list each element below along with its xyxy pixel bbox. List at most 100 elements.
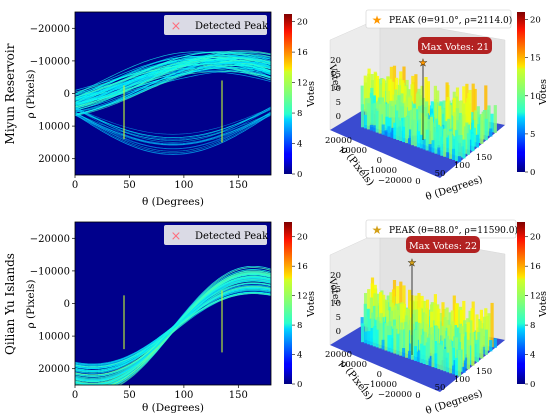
hough-curve — [75, 107, 271, 135]
y-tick-label: −10000 — [363, 166, 397, 176]
hough-xlabel-2: θ (Degrees) — [142, 402, 204, 414]
x-tick-label: 100 — [454, 161, 470, 171]
max-votes-label-2: Max Votes: 22 — [409, 241, 477, 252]
colorbar-tick-label: 16 — [297, 262, 308, 272]
z-tick-label: 15 — [330, 70, 341, 80]
max-votes-label-1: Max Votes: 21 — [421, 42, 489, 53]
colorbar-tick-label: 20 — [297, 233, 308, 243]
x-tick-label: 0 — [72, 180, 78, 191]
y-tick-label: 0 — [64, 89, 70, 100]
z-tick-label: 15 — [330, 285, 341, 295]
colorbar-tick-label: 16 — [297, 48, 308, 58]
hough-curve — [75, 113, 271, 150]
surface-colorbar-label-1: Votes — [538, 79, 549, 106]
surface-colorbar-ticks-2: 0 4 8 12 16 20 — [525, 233, 541, 390]
colorbar-tick-label: 15 — [530, 54, 541, 64]
x-tick-label: 50 — [435, 383, 446, 393]
y-tick-label: −10000 — [363, 380, 397, 390]
colorbar-tick-label: 12 — [297, 79, 308, 89]
x-tick-label: 100 — [174, 390, 193, 401]
hough-panel-1: 0 50 100 150 −20000 −10000 0 10000 20000 θ (Degr… — [25, 11, 317, 208]
z-tick-label: 5 — [336, 98, 341, 108]
y-tick-label: 0 — [377, 156, 382, 166]
z-tick-label: 0 — [336, 112, 341, 122]
x-tick-label: 100 — [454, 375, 470, 385]
colorbar-tick-label: 0 — [530, 380, 535, 390]
x-tick-label: 50 — [435, 169, 446, 179]
colorbar-tick-label: 12 — [297, 292, 308, 302]
hough-panel-2: 0 50 100 150 −20000 −10000 0 10000 20000 θ (Degr… — [25, 221, 317, 414]
hough-curve — [75, 64, 271, 98]
colorbar-tick-label: 8 — [297, 321, 302, 331]
surface-legend-box-1 — [365, 9, 512, 29]
hough-curve — [75, 113, 271, 154]
hough-curve — [75, 283, 271, 371]
y-tick-label: −20000 — [378, 390, 412, 400]
hough-curve — [75, 53, 271, 108]
hough-curve — [75, 114, 271, 145]
hough-legend-box-2 — [164, 225, 267, 245]
hough-curves-2 — [75, 265, 271, 385]
hough-curve — [75, 114, 271, 155]
colorbar-tick-label: 20 — [530, 16, 541, 26]
hough-curve — [75, 108, 271, 146]
hough-curve — [119, 270, 271, 385]
x-tick-label: 100 — [174, 180, 193, 191]
colorbar-tick-label: 20 — [297, 18, 308, 28]
hough-ticks-1: 0 50 100 150 −20000 −10000 0 10000 20000 — [30, 24, 248, 191]
z-tick-label: 20 — [330, 56, 341, 66]
hough-xlabel-1: θ (Degrees) — [142, 196, 204, 208]
y-tick-label: −20000 — [378, 176, 412, 186]
colorbar-tick-label: 20 — [530, 233, 541, 243]
x-tick-label: 50 — [123, 390, 136, 401]
x-tick-label: 150 — [229, 180, 248, 191]
y-tick-label: 0 — [64, 299, 70, 310]
y-tick-label: −10000 — [30, 56, 70, 67]
y-tick-label: 10000 — [340, 146, 367, 156]
hough-colorbar-label-1: Votes — [306, 81, 317, 108]
hough-legend-1: × Detected Peak — [164, 15, 269, 35]
hough-curve — [75, 292, 271, 368]
z-tick-label: 10 — [330, 299, 341, 309]
hough-colorbar-ticks-1: 0 4 8 12 16 20 — [292, 18, 308, 180]
hough-curve — [75, 70, 271, 98]
row-label-2: Qilian Yu Islands — [3, 253, 17, 355]
surface-spikes-1 — [360, 65, 497, 163]
y-tick-label: −10000 — [30, 266, 70, 277]
hough-curve — [75, 59, 271, 98]
peak-star-marker-2: ★ — [408, 258, 417, 269]
y-tick-label: 10000 — [340, 360, 367, 370]
peak-star-marker-1: ★ — [419, 58, 428, 69]
hough-curve — [75, 106, 271, 143]
surface-spikes-2 — [360, 277, 497, 377]
y-tick-label: 20000 — [325, 136, 352, 146]
colorbar-tick-label: 0 — [297, 380, 302, 390]
surface-colorbar-ticks-1: 0 5 10 15 20 — [525, 16, 541, 178]
z-tick-label: 10 — [330, 84, 341, 94]
surface-xlabel-2: θ (Degrees) — [424, 388, 484, 415]
hough-colorbar-label-2: Votes — [306, 291, 317, 318]
y-tick-label: −20000 — [30, 234, 70, 245]
z-tick-label: 5 — [336, 313, 341, 323]
surface-xlabel-1: θ (Degrees) — [424, 174, 484, 203]
colorbar-tick-label: 10 — [530, 92, 541, 102]
x-tick-label: 150 — [476, 153, 492, 163]
x-tick-label: 0 — [72, 390, 78, 401]
colorbar-tick-label: 4 — [297, 140, 302, 150]
y-tick-label: 20000 — [325, 350, 352, 360]
hough-legend-box-1 — [164, 15, 267, 35]
hough-curve — [75, 108, 271, 138]
max-votes-badge-2 — [406, 236, 480, 253]
y-tick-label: 20000 — [38, 364, 70, 375]
hough-curves-1 — [75, 50, 271, 156]
colorbar-tick-label: 12 — [530, 292, 541, 302]
hough-curve — [75, 58, 271, 98]
hough-ylabel-2: ρ (Pixels) — [25, 279, 37, 328]
x-tick-label: 50 — [123, 180, 136, 191]
x-tick-label: 0 — [415, 177, 420, 187]
max-votes-badge-1 — [418, 37, 492, 54]
hough-legend-label-1: Detected Peak — [195, 21, 269, 32]
hough-curve — [75, 51, 271, 105]
